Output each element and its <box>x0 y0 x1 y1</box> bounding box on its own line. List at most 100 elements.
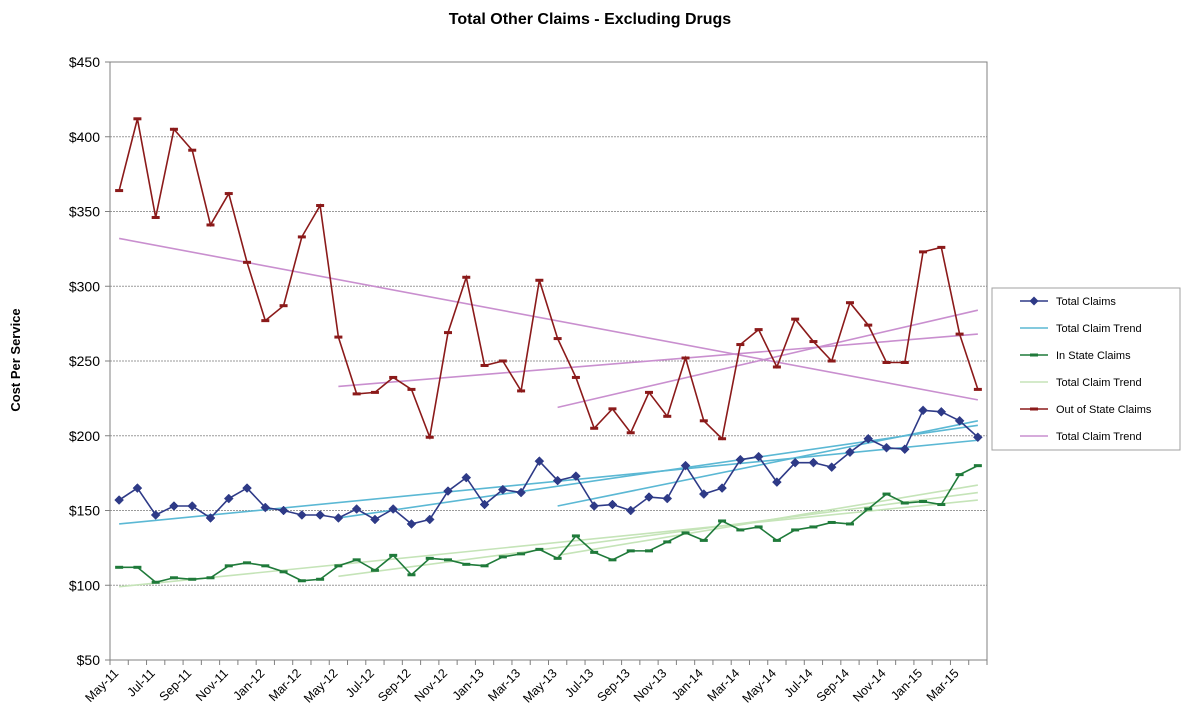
data-point <box>497 484 508 495</box>
data-point <box>845 447 855 458</box>
data-point <box>333 513 344 523</box>
data-point <box>425 556 434 560</box>
data-point <box>680 460 691 471</box>
data-point <box>370 390 379 394</box>
data-point <box>808 457 819 468</box>
data-point <box>115 565 124 569</box>
data-point <box>315 510 325 520</box>
data-point <box>698 489 709 499</box>
data-point <box>937 245 946 249</box>
data-point <box>224 564 233 568</box>
data-point <box>899 444 910 455</box>
trend-line <box>118 237 979 401</box>
data-point <box>261 564 270 568</box>
legend: Total Claims Total Claim Trend In State Cl… <box>991 287 1181 451</box>
data-point <box>169 576 178 580</box>
data-point <box>919 250 928 254</box>
legend-label: In State Claims <box>1056 350 1131 362</box>
legend-marker <box>1030 407 1038 411</box>
data-point <box>900 501 909 505</box>
data-point <box>498 359 507 363</box>
data-point <box>717 483 727 493</box>
data-point <box>114 495 124 505</box>
data-point <box>772 365 781 369</box>
data-point <box>352 558 361 562</box>
x-tick-label: Mar-13 <box>485 666 523 704</box>
data-point <box>919 500 928 504</box>
data-point <box>206 576 215 580</box>
data-point <box>133 117 142 121</box>
data-point <box>407 573 416 577</box>
x-tick-label: Jul-12 <box>343 666 377 700</box>
data-point <box>444 331 453 335</box>
data-point <box>882 492 891 496</box>
data-point <box>535 547 544 551</box>
data-point <box>279 304 288 308</box>
data-point <box>571 534 580 538</box>
data-point <box>590 550 599 554</box>
data-point <box>625 505 636 516</box>
x-tick-label: Sep-11 <box>157 666 195 704</box>
data-point <box>718 437 727 441</box>
legend-label: Total Claim Trend <box>1056 323 1142 335</box>
data-point <box>754 328 763 332</box>
data-point <box>662 493 673 504</box>
data-point <box>590 426 599 430</box>
data-point <box>826 462 837 472</box>
x-tick-label: Sep-14 <box>814 666 852 704</box>
data-point <box>132 483 143 493</box>
y-tick-label: $150 <box>69 503 100 519</box>
x-tick-label: Sep-12 <box>375 666 413 704</box>
data-point <box>296 510 307 520</box>
data-point <box>498 555 507 559</box>
trend-line <box>338 424 978 519</box>
data-point <box>534 456 545 467</box>
data-point <box>316 577 325 581</box>
x-tick-label: May-14 <box>740 666 779 705</box>
data-point <box>206 223 215 227</box>
data-point <box>243 561 252 565</box>
data-series <box>114 117 983 584</box>
data-point <box>389 553 398 557</box>
x-tick-label: Nov-14 <box>850 666 888 704</box>
data-point <box>279 570 288 574</box>
trend-line <box>338 333 978 388</box>
data-point <box>443 486 453 496</box>
legend-label: Out of State Claims <box>1056 404 1152 416</box>
legend-marker <box>1030 353 1038 357</box>
data-point <box>607 499 618 510</box>
series-line <box>118 118 979 441</box>
trend-line <box>119 439 978 525</box>
data-point <box>681 531 690 535</box>
legend-label: Total Claims <box>1056 296 1116 308</box>
data-point <box>736 528 745 532</box>
data-point <box>260 502 271 513</box>
data-point <box>845 301 854 305</box>
y-tick-label: $300 <box>69 278 100 294</box>
data-point <box>407 387 416 391</box>
y-axis-label: Cost Per Service <box>8 308 23 411</box>
x-tick-label: Nov-13 <box>631 666 669 704</box>
data-point <box>169 127 178 131</box>
x-tick-label: Jan-15 <box>888 666 925 703</box>
data-point <box>188 148 197 152</box>
data-point <box>863 433 874 444</box>
data-point <box>809 340 818 344</box>
data-point <box>424 514 435 525</box>
data-point <box>461 472 472 483</box>
data-point <box>772 538 781 542</box>
data-point <box>479 499 490 510</box>
legend-marker <box>1029 296 1039 306</box>
y-tick-label: $250 <box>69 353 100 369</box>
y-tick-label: $400 <box>69 129 100 145</box>
gridlines <box>110 136 987 586</box>
trend-line <box>557 484 978 557</box>
x-tick-label: May-11 <box>83 666 122 705</box>
data-point <box>517 389 526 393</box>
data-point <box>954 415 965 426</box>
data-point <box>553 337 562 341</box>
trend-line <box>338 491 978 578</box>
data-point <box>900 360 909 364</box>
data-point <box>608 558 617 562</box>
